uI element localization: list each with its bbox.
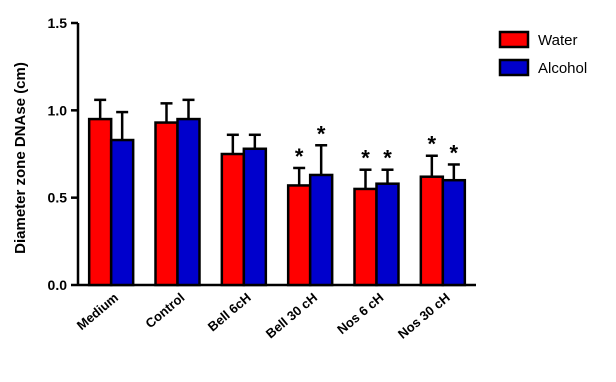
bar-water <box>353 187 378 287</box>
y-tick-label: 1.5 <box>48 15 68 31</box>
bar-water <box>419 175 445 287</box>
significance-marker: * <box>428 132 437 157</box>
x-tick-label: Nos 30 cH <box>395 290 453 342</box>
bar-alcohol <box>176 117 201 287</box>
significance-marker: * <box>361 146 370 171</box>
y-tick-label: 0.5 <box>48 190 68 206</box>
legend-label-alcohol: Alcohol <box>538 60 587 77</box>
y-tick-label: 0.0 <box>48 277 68 293</box>
bar-alcohol <box>441 178 467 287</box>
legend-swatch-water <box>498 30 530 49</box>
legend-label-water: Water <box>538 32 577 49</box>
x-tick-label: Nos 6 cH <box>334 290 386 337</box>
significance-marker: * <box>295 144 304 169</box>
significance-marker: * <box>450 140 459 165</box>
bar-alcohol <box>242 147 268 287</box>
bar-water <box>286 184 312 287</box>
x-tick-label: Bell 30 cH <box>263 290 320 341</box>
legend-swatch-alcohol <box>498 58 530 77</box>
significance-marker: * <box>383 146 392 171</box>
bar-alcohol <box>109 138 135 287</box>
bar-water <box>87 117 113 287</box>
x-tick-label: Bell 6cH <box>205 290 254 334</box>
y-tick-label: 1.0 <box>48 102 68 118</box>
bar-alcohol <box>375 182 400 287</box>
bar-alcohol <box>308 173 334 287</box>
bar-water <box>154 121 179 287</box>
y-axis-title: Diameter zone DNAse (cm) <box>12 62 29 254</box>
bar-water <box>220 152 246 287</box>
significance-marker: * <box>317 121 326 146</box>
x-tick-label: Medium <box>74 290 121 333</box>
x-tick-label: Control <box>142 290 187 331</box>
